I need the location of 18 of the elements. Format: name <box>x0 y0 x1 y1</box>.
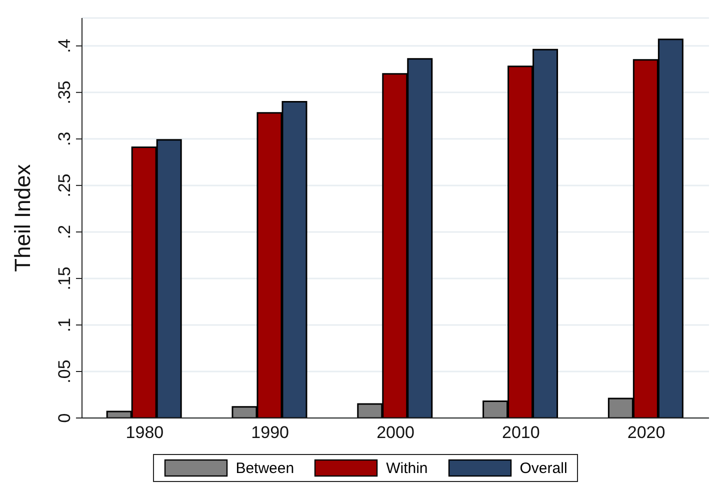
x-tick-label: 1990 <box>251 423 290 442</box>
y-tick-label: .35 <box>55 80 74 104</box>
y-tick-label: .25 <box>55 174 74 198</box>
x-tick-label: 2020 <box>627 423 666 442</box>
y-tick-label: .05 <box>55 360 74 384</box>
y-tick-label: .1 <box>55 318 74 332</box>
legend-label: Overall <box>520 460 568 476</box>
y-tick-label: .3 <box>55 132 74 146</box>
x-tick-label: 1980 <box>126 423 164 442</box>
y-axis-title: Theil Index <box>10 164 35 272</box>
x-tick-label: 2000 <box>376 423 414 442</box>
x-tick-label: 2010 <box>502 423 540 442</box>
legend-label: Between <box>236 460 294 476</box>
y-tick-label: .4 <box>55 38 74 53</box>
y-tick-label: .15 <box>55 266 74 290</box>
legend-label: Within <box>386 460 428 476</box>
y-tick-label: 0 <box>55 413 74 423</box>
y-tick-label: .2 <box>55 224 74 240</box>
